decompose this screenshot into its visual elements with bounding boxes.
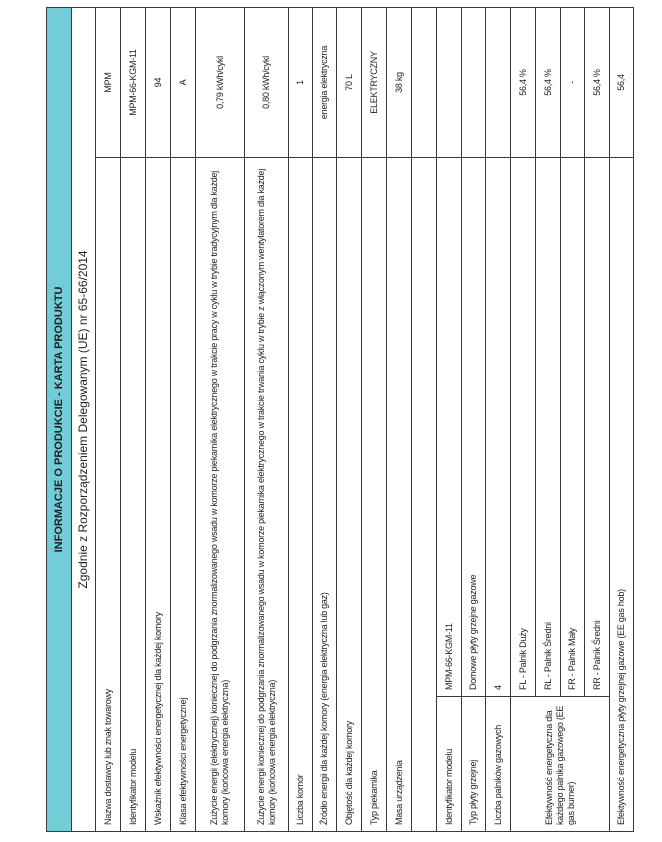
row-value: MPM-66-KGM-11 [436,157,462,697]
row-label: Typ płyty grzejnej [461,696,486,832]
row-value: 0,80 kWh/cykl [244,7,289,158]
table-row: Efektywność energetyczna płyty grzejnej … [609,7,634,832]
table-row: Typ piekarnika ELEKTRYCZNY [361,7,387,832]
burner-value: - [560,7,585,158]
table-row: Wskaźnik efektywności energetycznej dla … [145,7,171,832]
row-label: Zużycie energii (elektrycznej) konieczne… [195,157,245,832]
table-row: Źródło energii dla każdej komory (energi… [312,7,337,832]
row-label: Wskaźnik efektywności energetycznej dla … [145,157,171,832]
row-label: Klasa efektywności energetycznej [170,157,196,832]
row-label: Nazwa dostawcy lub znak towarowy [95,157,121,832]
table-title: INFORMACJE O PRODUKCIE - KARTA PRODUKTU [46,7,72,832]
table-subtitle: Zgodnie z Rozporządzeniem Delegowanym (U… [71,7,96,832]
table-row: Zużycie energii (elektrycznej) konieczne… [195,7,245,832]
burner-value: 56,4 % [535,7,561,158]
row-value: MPM-66-KGM-11 [120,7,146,158]
table-row: Masa urządzenia 38 kg [386,7,412,832]
burner-name: RR - Palnik Średni [584,157,610,697]
row-label: Objętość dla każdej komory [336,157,362,832]
row-value: 56,4 [609,7,634,158]
row-value: ELEKTRYCZNY [361,7,387,158]
table-row-blank [411,7,437,832]
row-label: Liczba palników gazowych [485,696,511,832]
table-row: Typ płyty grzejnej Domowe płyty grzejne g… [461,7,486,832]
burner-name: FL - Palnik Duży [510,157,536,697]
row-value: MPM [95,7,121,158]
row-label: Zużycie energii koniecznej do podgrzania… [244,157,289,832]
row-label: Efektywność energetyczna płyty grzejnej … [609,157,634,832]
row-label: Efektywność energetyczna dla każdego pal… [510,696,610,832]
row-label: Typ piekarnika [361,157,387,832]
table-row: Klasa efektywności energetycznej A [170,7,196,832]
table-row: Efektywność energetyczna dla każdego pal… [510,7,610,832]
product-information-sheet: INFORMACJE O PRODUKCIE - KARTA PRODUKTU … [46,7,635,832]
table-row: Objętość dla każdej komory 70 L [336,7,362,832]
table-row: Identyfikator modelu MPM-66-KGM-11 [120,7,146,832]
table-row: Zużycie energii koniecznej do podgrzania… [244,7,289,832]
row-value: 4 [485,157,511,697]
row-label: Liczba komór [288,157,313,832]
row-value: Domowe płyty grzejne gazowe [461,157,486,697]
row-label: Identyfikator modelu [120,157,146,832]
burner-name: RL - Palnik Średni [535,157,561,697]
row-label: Identyfikator modelu [436,696,462,832]
row-value: energia elektryczna [312,7,337,158]
burner-value: 56,4 % [584,7,610,158]
row-value: 38 kg [386,7,412,158]
table-row: Identyfikator modelu MPM-66-KGM-11 [436,7,462,832]
row-value: 0,79 kWh/cykl [195,7,245,158]
row-value: 1 [288,7,313,158]
row-label: Masa urządzenia [386,157,412,832]
table-row: Liczba komór 1 [288,7,313,832]
row-value: 70 L [336,7,362,158]
table-row: Nazwa dostawcy lub znak towarowy MPM [95,7,121,832]
row-value: 94 [145,7,171,158]
row-label: Źródło energii dla każdej komory (energi… [312,157,337,832]
row-value: A [170,7,196,158]
burner-value: 56,4 % [510,7,536,158]
table-row: Liczba palników gazowych 4 [485,7,511,832]
product-table: INFORMACJE O PRODUKCIE - KARTA PRODUKTU … [46,7,634,832]
burner-name: FR - Palnik Mały [560,157,585,697]
